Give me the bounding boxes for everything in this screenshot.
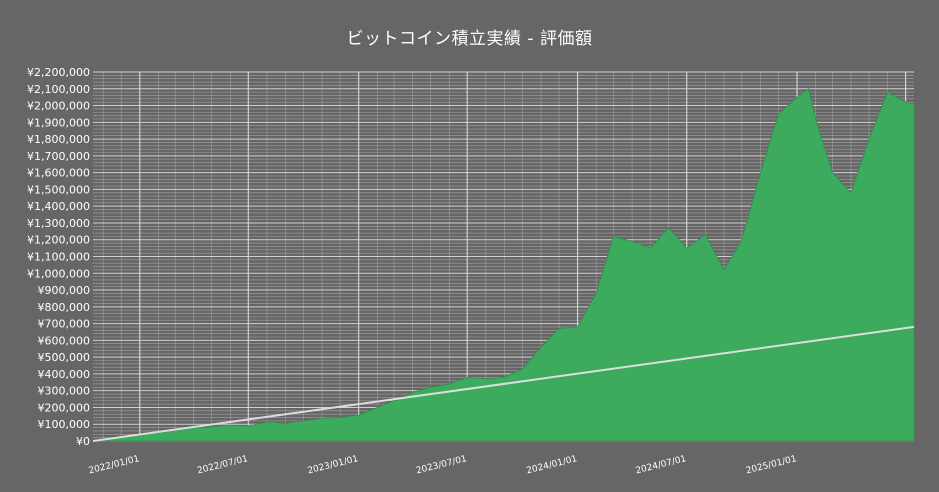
y-tick-label: ¥0 (76, 435, 90, 448)
y-tick-label: ¥400,000 (38, 368, 91, 381)
y-tick-label: ¥300,000 (38, 385, 91, 398)
y-tick-label: ¥1,200,000 (27, 234, 90, 247)
y-tick-label: ¥900,000 (38, 284, 91, 297)
series-line-investment (92, 325, 915, 442)
y-tick-label: ¥1,000,000 (27, 267, 90, 280)
y-tick-label: ¥2,200,000 (27, 66, 90, 79)
y-tick-label: ¥1,500,000 (27, 183, 90, 196)
area-layer (92, 88, 915, 442)
line-layer (92, 325, 915, 442)
y-tick-label: ¥500,000 (38, 351, 91, 364)
y-tick-label: ¥100,000 (38, 418, 91, 431)
y-tick-label: ¥1,100,000 (27, 251, 90, 264)
x-tick-label: 2025/01/01 (745, 454, 798, 476)
y-tick-label: ¥1,700,000 (27, 150, 90, 163)
y-tick-label: ¥1,900,000 (27, 116, 90, 129)
y-tick-label: ¥1,800,000 (27, 133, 90, 146)
y-tick-label: ¥200,000 (38, 401, 91, 414)
y-tick-label: ¥600,000 (38, 334, 91, 347)
x-tick-label: 2023/01/01 (307, 454, 360, 476)
y-tick-label: ¥700,000 (38, 318, 91, 331)
y-tick-label: ¥2,000,000 (27, 100, 90, 113)
x-tick-label: 2022/01/01 (88, 454, 141, 476)
y-tick-label: ¥800,000 (38, 301, 91, 314)
y-tick-label: ¥1,400,000 (27, 200, 90, 213)
x-tick-label: 2022/07/01 (196, 454, 249, 476)
y-axis: ¥0 ¥100,000 ¥200,000 ¥300,000 ¥400,000 ¥500,0… (27, 66, 90, 448)
x-tick-label: 2024/07/01 (635, 454, 688, 476)
chart-title: ビットコイン積立実績 - 評価額 (346, 29, 593, 49)
x-axis: 2022/01/01 2022/07/01 2023/01/01 2023/07/01… (88, 454, 798, 476)
x-tick-label: 2024/01/01 (526, 454, 579, 476)
series-area-valuation (92, 88, 915, 442)
y-tick-label: ¥1,300,000 (27, 217, 90, 230)
y-tick-label: ¥1,600,000 (27, 167, 90, 180)
x-tick-label: 2023/07/01 (415, 454, 468, 476)
y-tick-label: ¥2,100,000 (27, 83, 90, 96)
